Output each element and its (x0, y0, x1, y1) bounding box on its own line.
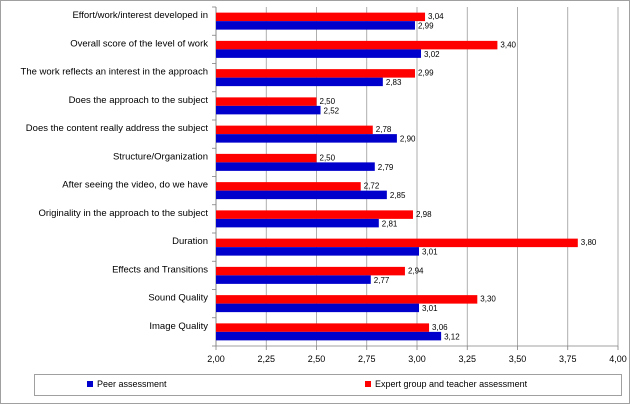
data-label-peer: 3,02 (424, 50, 440, 59)
data-label-expert: 2,78 (376, 125, 392, 134)
data-label-peer: 2,77 (374, 276, 390, 285)
data-label-peer: 3,01 (422, 248, 438, 257)
x-tick-label: 3,25 (458, 354, 476, 364)
data-label-expert: 3,30 (480, 295, 496, 304)
bar-expert (216, 40, 498, 50)
x-tick-label: 3,50 (509, 354, 527, 364)
bar-expert (216, 125, 373, 135)
category-label: Does the approach to the subject (69, 95, 209, 106)
legend-swatch-peer (87, 381, 93, 387)
bar-expert (216, 266, 405, 276)
legend-swatch-expert (365, 381, 371, 387)
category-label: Does the content really address the subj… (26, 123, 209, 134)
x-tick-label: 3,75 (559, 354, 577, 364)
legend: Peer assessment Expert group and teacher… (34, 374, 622, 396)
data-label-expert: 2,72 (364, 182, 380, 191)
bar-expert (216, 12, 426, 22)
bar-peer (216, 134, 397, 143)
x-tick-label: 4,00 (609, 354, 627, 364)
bar-peer (216, 49, 422, 58)
data-label-expert: 2,98 (416, 210, 432, 219)
bar-expert (216, 97, 317, 106)
bar-peer (216, 275, 371, 284)
data-label-peer: 2,83 (386, 78, 402, 87)
bar-peer (216, 247, 420, 256)
bar-peer (216, 105, 321, 115)
x-tick-label: 2,75 (358, 354, 376, 364)
bar-expert (216, 210, 413, 219)
x-tick-label: 3,00 (408, 354, 426, 364)
category-label: Effort/work/interest developed in (72, 10, 208, 21)
category-label: The work reflects an interest in the app… (21, 67, 208, 78)
bar-expert (216, 153, 317, 163)
bar-peer (216, 162, 375, 171)
data-label-expert: 3,80 (581, 238, 597, 247)
category-label: Structure/Organization (113, 151, 208, 162)
bar-peer (216, 218, 379, 228)
category-label: Overall score of the level of work (70, 38, 208, 49)
category-label: Sound Quality (148, 293, 208, 304)
data-label-expert: 3,06 (432, 323, 448, 332)
x-tick-label: 2,00 (207, 354, 225, 364)
data-label-expert: 3,04 (428, 12, 444, 21)
category-label: Duration (172, 236, 208, 247)
bar-expert (216, 295, 478, 304)
bar-expert (216, 69, 415, 78)
data-label-peer: 2,90 (400, 135, 416, 144)
category-label: Image Quality (149, 321, 208, 332)
data-label-peer: 2,79 (378, 163, 394, 172)
category-label: After seeing the video, do we have (62, 180, 208, 191)
bar-peer (216, 77, 383, 87)
data-label-expert: 2,99 (418, 69, 434, 78)
bar-peer (216, 303, 420, 313)
data-label-peer: 3,01 (422, 304, 438, 313)
legend-label-peer: Peer assessment (97, 379, 167, 389)
legend-label-expert: Expert group and teacher assessment (375, 379, 528, 389)
legend-item-expert: Expert group and teacher assessment (365, 379, 527, 389)
data-label-peer: 2,85 (390, 191, 406, 200)
bar-expert (216, 323, 430, 332)
x-tick-label: 2,50 (308, 354, 326, 364)
bar-expert (216, 238, 578, 248)
bar-peer (216, 190, 387, 200)
data-label-expert: 2,94 (408, 266, 424, 275)
data-label-peer: 2,81 (382, 219, 398, 228)
bar-expert (216, 182, 361, 191)
bar-peer (216, 21, 415, 30)
data-label-peer: 2,52 (324, 106, 340, 115)
data-label-expert: 2,50 (320, 153, 336, 162)
data-label-expert: 2,50 (320, 97, 336, 106)
x-tick-label: 2,25 (257, 354, 275, 364)
category-label: Effects and Transitions (112, 264, 208, 275)
legend-item-peer: Peer assessment (87, 379, 167, 389)
category-label: Originality in the approach to the subje… (38, 208, 208, 219)
data-label-expert: 3,40 (500, 40, 516, 49)
data-label-peer: 2,99 (418, 22, 434, 31)
data-label-peer: 3,12 (444, 332, 460, 341)
bar-peer (216, 331, 442, 341)
